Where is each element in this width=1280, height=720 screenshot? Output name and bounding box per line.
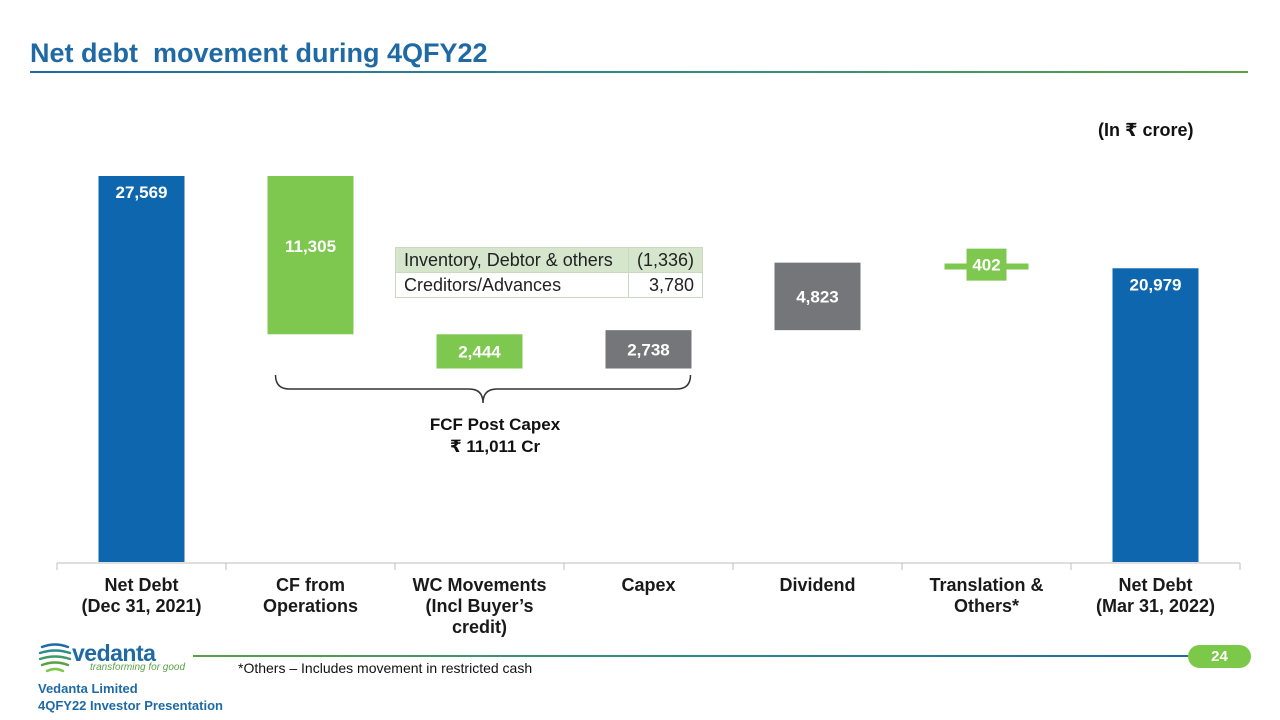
table-cell-label: Creditors/Advances (395, 272, 629, 298)
company-name: Vedanta Limited (38, 681, 138, 696)
bar-value-label: 20,979 (1130, 275, 1182, 294)
logo-wordmark: vedanta (72, 640, 156, 666)
vedanta-logo-icon (38, 643, 72, 673)
table-row: Inventory, Debtor & others (1,336) (395, 247, 704, 273)
fcf-annotation: FCF Post Capex ₹ 11,011 Cr (395, 414, 595, 458)
x-tick-label: Capex (621, 575, 675, 595)
fcf-annotation-title: FCF Post Capex (429, 415, 561, 434)
bar-value-label: 402 (972, 256, 1000, 275)
bar-value-label: 4,823 (796, 287, 839, 306)
title-divider (30, 71, 1248, 73)
bar (774, 262, 861, 331)
x-tick-label: Net Debt (104, 575, 178, 595)
x-tick-label: Others* (954, 596, 1019, 616)
bar (605, 330, 692, 369)
fcf-annotation-value: ₹ 11,011 Cr (449, 437, 541, 456)
table-cell-value: 3,780 (627, 272, 704, 298)
page-title: Net debt movement during 4QFY22 (30, 38, 488, 68)
presentation-name: 4QFY22 Investor Presentation (38, 698, 223, 713)
company-info: Vedanta Limited 4QFY22 Investor Presenta… (38, 680, 223, 714)
footnote: *Others – Includes movement in restricte… (238, 660, 533, 676)
table-cell-value: (1,336) (627, 247, 704, 273)
bar-value-label: 2,738 (627, 340, 670, 359)
table-row: Creditors/Advances 3,780 (395, 272, 704, 298)
bar (1112, 268, 1199, 562)
x-tick-label: Dividend (779, 575, 855, 595)
bar (98, 176, 185, 562)
unit-label: (In ₹ crore) (1098, 120, 1194, 140)
x-tick-label: (Dec 31, 2021) (81, 596, 201, 616)
x-tick-label: (Mar 31, 2022) (1096, 596, 1215, 616)
x-tick-label: WC Movements (412, 575, 546, 595)
bar (966, 248, 1007, 281)
wc-breakdown-table: Inventory, Debtor & others (1,336) Credi… (395, 247, 704, 298)
x-tick-label: credit) (452, 617, 507, 637)
fcf-brace (274, 374, 692, 404)
x-tick-label: CF from (276, 575, 345, 595)
bar (267, 176, 354, 335)
x-tick-label: (Incl Buyer’s (425, 596, 533, 616)
bar (436, 334, 523, 369)
bar-value-label: 27,569 (116, 183, 168, 202)
bar-value-label: 2,444 (458, 342, 501, 361)
logo-tagline: transforming for good (90, 662, 186, 673)
table-cell-label: Inventory, Debtor & others (395, 247, 629, 273)
x-tick-label: Translation & (929, 575, 1043, 595)
x-tick-label: Operations (263, 596, 358, 616)
page-number-badge: 24 (1188, 645, 1251, 668)
footer-divider (193, 655, 1188, 657)
x-tick-label: Net Debt (1118, 575, 1192, 595)
bar-value-label: 11,305 (285, 237, 336, 256)
